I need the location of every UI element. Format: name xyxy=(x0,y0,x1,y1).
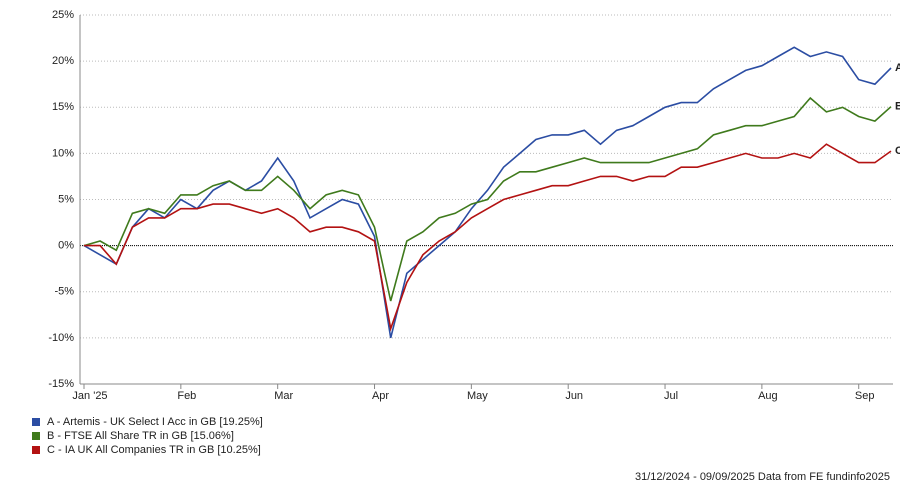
series-line xyxy=(83,46,892,339)
legend-label: A - Artemis - UK Select I Acc in GB [19.… xyxy=(47,416,263,428)
x-tick-label: Jul xyxy=(664,390,678,402)
x-tick-label: Apr xyxy=(372,390,389,402)
x-tick-label: Jan '25 xyxy=(72,390,107,402)
end-label: B xyxy=(895,101,900,113)
y-tick-label: 5% xyxy=(58,193,74,205)
y-tick-label: 10% xyxy=(52,147,74,159)
end-label: C xyxy=(895,145,900,157)
y-tick-label: 25% xyxy=(52,9,74,21)
legend-swatch xyxy=(32,418,40,426)
end-label: A xyxy=(895,62,900,74)
series-line xyxy=(83,96,892,302)
x-tick-label: Aug xyxy=(758,390,778,402)
legend-swatch xyxy=(32,432,40,440)
y-tick-label: -5% xyxy=(54,286,74,298)
y-tick-label: -15% xyxy=(48,378,74,390)
legend-label: C - IA UK All Companies TR in GB [10.25%… xyxy=(47,444,261,456)
legend-swatch xyxy=(32,446,40,454)
x-tick-label: Feb xyxy=(177,390,196,402)
footer: 31/12/2024 - 09/09/2025 Data from FE fun… xyxy=(635,471,890,483)
x-tick-label: Jun xyxy=(565,390,583,402)
x-tick-label: May xyxy=(467,390,488,402)
x-tick-label: Sep xyxy=(855,390,875,402)
y-tick-label: 20% xyxy=(52,55,74,67)
x-tick-label: Mar xyxy=(274,390,293,402)
y-tick-label: -10% xyxy=(48,332,74,344)
legend-label: B - FTSE All Share TR in GB [15.06%] xyxy=(47,430,234,442)
y-tick-label: 0% xyxy=(58,240,74,252)
series-line xyxy=(84,143,892,332)
y-tick-label: 15% xyxy=(52,101,74,113)
